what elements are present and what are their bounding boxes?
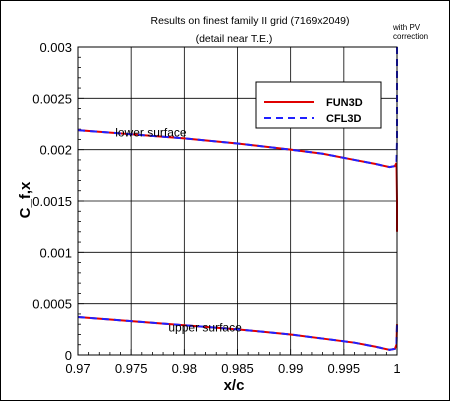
annotation-label: upper surface	[168, 320, 242, 334]
y-tick-label: 0.0005	[32, 297, 72, 312]
legend-label-fun3d: FUN3D	[326, 97, 363, 109]
legend: FUN3D CFL3D	[255, 81, 382, 129]
x-tick-label: 0.97	[65, 361, 90, 376]
y-tick-label: 0	[65, 348, 72, 363]
y-tick-label: 0.001	[39, 245, 72, 260]
annotations: lower surface upper surface	[115, 125, 242, 334]
y-tick-label: 0.0025	[32, 91, 72, 106]
annotation-label: lower surface	[115, 125, 187, 139]
x-tick-label: 0.995	[328, 361, 361, 376]
x-tick-label: 1	[393, 361, 400, 376]
x-tick-label: 0.975	[115, 361, 148, 376]
y-tick-label: 0.003	[39, 40, 72, 55]
x-tick-label: 0.98	[172, 361, 197, 376]
plot-area-border	[77, 46, 398, 356]
series-cfl3d-curve-2	[77, 316, 398, 351]
x-tick-label: 0.985	[221, 361, 254, 376]
y-axis-label: C_f,x	[17, 181, 34, 218]
chart-title: Results on finest family II grid (7169x2…	[150, 15, 349, 27]
legend-box	[255, 81, 382, 129]
legend-label-cfl3d: CFL3D	[326, 113, 362, 125]
axis-ticks: 0.97 0.975 0.98 0.985 0.99 0.995 1 0 0.0005 0.001…	[32, 40, 400, 376]
series-cfl3d-curve-1	[77, 47, 398, 169]
x-axis-label: x/c	[224, 377, 245, 394]
corner-note-line-2: correction	[393, 32, 428, 41]
chart-subtitle: (detail near T.E.)	[196, 33, 273, 45]
x-tick-label: 0.99	[278, 361, 303, 376]
corner-note-line-1: with PV	[392, 23, 421, 32]
series-layer	[77, 47, 398, 351]
y-tick-label: 0.002	[39, 143, 72, 158]
y-tick-label: 0.0015	[32, 194, 72, 209]
